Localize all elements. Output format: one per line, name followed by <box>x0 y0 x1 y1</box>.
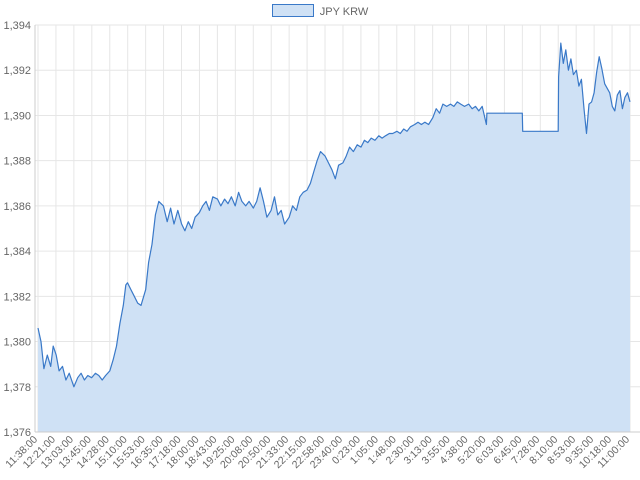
y-tick-label: 1,386 <box>3 201 31 213</box>
y-tick-label: 1,390 <box>3 110 31 122</box>
y-tick-label: 1,380 <box>3 337 31 349</box>
series-area <box>38 43 630 432</box>
y-tick-label: 1,394 <box>3 20 31 32</box>
y-tick-label: 1,378 <box>3 382 31 394</box>
chart-legend: JPY KRW <box>0 4 640 18</box>
y-tick-label: 1,388 <box>3 156 31 168</box>
legend-swatch <box>271 4 314 17</box>
y-tick-label: 1,376 <box>3 427 31 439</box>
y-tick-label: 1,384 <box>3 246 31 258</box>
legend-label: JPY KRW <box>319 6 369 18</box>
series-line <box>37 42 631 388</box>
y-tick-label: 1,382 <box>3 291 31 303</box>
y-tick-label: 1,392 <box>3 65 31 77</box>
